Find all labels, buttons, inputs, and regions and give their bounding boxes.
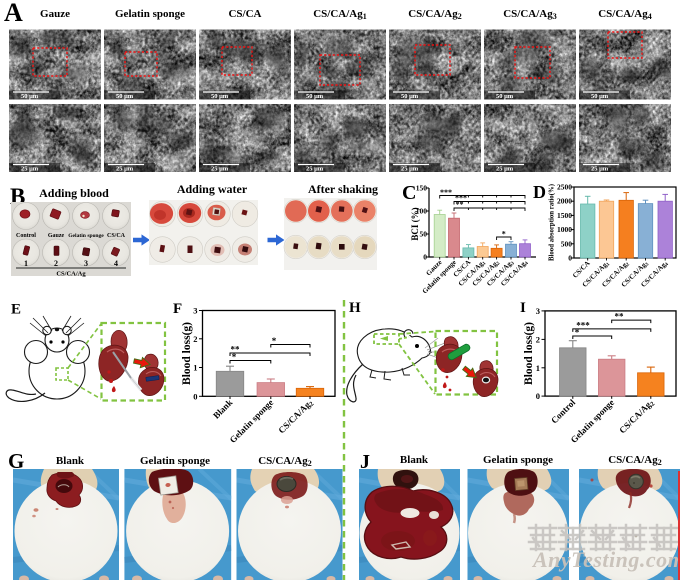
svg-text:2: 2 <box>536 334 540 344</box>
svg-text:2: 2 <box>193 334 197 344</box>
svg-text:25 μm: 25 μm <box>211 166 229 173</box>
svg-text:Blood loss(g): Blood loss(g) <box>181 322 193 385</box>
svg-text:100: 100 <box>416 207 428 216</box>
svg-text:3: 3 <box>536 306 540 316</box>
svg-text:50 μm: 50 μm <box>591 93 609 100</box>
svg-text:50 μm: 50 μm <box>306 93 324 100</box>
svg-text:CS/CA/Ag: CS/CA/Ag <box>56 271 86 278</box>
svg-text:G: G <box>8 449 24 473</box>
svg-text:1000: 1000 <box>557 225 572 234</box>
svg-text:50: 50 <box>420 230 428 239</box>
svg-text:**: ** <box>456 200 464 209</box>
svg-text:0: 0 <box>423 253 427 262</box>
svg-text:Adding water: Adding water <box>177 182 248 196</box>
svg-text:Blood loss(g): Blood loss(g) <box>523 322 535 385</box>
svg-text:50 μm: 50 μm <box>116 93 134 100</box>
svg-text:Blood absorption ratio(%): Blood absorption ratio(%) <box>549 184 556 261</box>
svg-text:Blank: Blank <box>400 454 429 466</box>
svg-text:2: 2 <box>54 259 58 268</box>
svg-text:Blank: Blank <box>211 397 234 420</box>
svg-text:***: *** <box>440 188 452 197</box>
svg-text:1500: 1500 <box>557 211 572 220</box>
svg-text:CS/CA/Ag4: CS/CA/Ag4 <box>598 8 652 21</box>
svg-text:0: 0 <box>193 391 197 401</box>
svg-text:***: *** <box>455 194 467 203</box>
svg-text:*: * <box>575 328 580 338</box>
svg-text:Gauze: Gauze <box>40 8 70 20</box>
svg-text:I: I <box>520 300 526 316</box>
svg-text:2500: 2500 <box>557 183 572 192</box>
svg-text:500: 500 <box>561 239 573 248</box>
svg-text:0: 0 <box>536 391 540 401</box>
svg-text:F: F <box>173 301 182 317</box>
svg-text:1: 1 <box>24 259 28 268</box>
svg-text:25 μm: 25 μm <box>591 166 609 173</box>
svg-text:CS/CA/Ag3: CS/CA/Ag3 <box>503 8 557 21</box>
svg-text:Control: Control <box>549 397 578 426</box>
svg-text:1: 1 <box>193 363 197 373</box>
svg-text:Gelatin sponge: Gelatin sponge <box>140 455 210 467</box>
svg-text:J: J <box>360 451 370 473</box>
svg-text:CS/CA/Ag1: CS/CA/Ag1 <box>313 8 367 21</box>
svg-text:C: C <box>402 182 416 204</box>
svg-text:Blank: Blank <box>56 455 85 467</box>
svg-text:H: H <box>349 300 361 316</box>
svg-text:**: ** <box>615 312 625 322</box>
svg-text:0: 0 <box>568 254 572 263</box>
svg-text:Gelatin sponge: Gelatin sponge <box>115 8 185 20</box>
svg-text:150: 150 <box>416 184 428 193</box>
svg-text:25 μm: 25 μm <box>306 166 324 173</box>
svg-text:Gauze: Gauze <box>48 233 65 239</box>
svg-text:3: 3 <box>193 306 197 316</box>
svg-text:CS/CA/Ag2: CS/CA/Ag2 <box>408 8 462 21</box>
svg-text:25 μm: 25 μm <box>496 166 514 173</box>
svg-text:AnyTesting.com: AnyTesting.com <box>531 547 680 572</box>
svg-text:25 μm: 25 μm <box>21 166 39 173</box>
svg-text:*: * <box>232 352 237 362</box>
svg-text:4: 4 <box>114 259 118 268</box>
svg-text:A: A <box>4 0 23 27</box>
svg-text:Gelatin sponge: Gelatin sponge <box>228 397 276 445</box>
svg-text:25 μm: 25 μm <box>401 166 419 173</box>
svg-text:*: * <box>502 230 506 239</box>
svg-text:Gelatin sponge: Gelatin sponge <box>483 454 553 466</box>
svg-text:CS/CA/Ag2: CS/CA/Ag2 <box>617 397 656 436</box>
svg-text:*: * <box>272 336 277 346</box>
svg-text:BCI (%): BCI (%) <box>410 207 420 240</box>
svg-text:CS/CA: CS/CA <box>228 8 261 20</box>
svg-text:**: ** <box>231 345 241 355</box>
svg-text:***: *** <box>576 320 590 330</box>
svg-text:50 μm: 50 μm <box>21 93 39 100</box>
svg-text:3: 3 <box>84 259 88 268</box>
svg-text:2000: 2000 <box>557 197 572 206</box>
svg-text:Gelatin sponge: Gelatin sponge <box>68 233 104 239</box>
svg-text:CS/CA/Ag2: CS/CA/Ag2 <box>258 455 312 468</box>
svg-text:D: D <box>533 182 546 202</box>
svg-text:CS/CA/Ag2: CS/CA/Ag2 <box>608 454 662 467</box>
svg-text:E: E <box>11 302 21 318</box>
svg-text:CS/CA: CS/CA <box>107 233 126 239</box>
svg-text:CS/CA/Ag2: CS/CA/Ag2 <box>276 397 315 436</box>
svg-text:50 μm: 50 μm <box>211 93 229 100</box>
svg-text:Adding blood: Adding blood <box>39 186 109 200</box>
svg-text:1: 1 <box>536 363 540 373</box>
svg-text:50 μm: 50 μm <box>401 93 419 100</box>
svg-text:After shaking: After shaking <box>308 182 378 196</box>
svg-text:Control: Control <box>16 233 36 239</box>
svg-text:50 μm: 50 μm <box>496 93 514 100</box>
svg-text:25 μm: 25 μm <box>116 166 134 173</box>
